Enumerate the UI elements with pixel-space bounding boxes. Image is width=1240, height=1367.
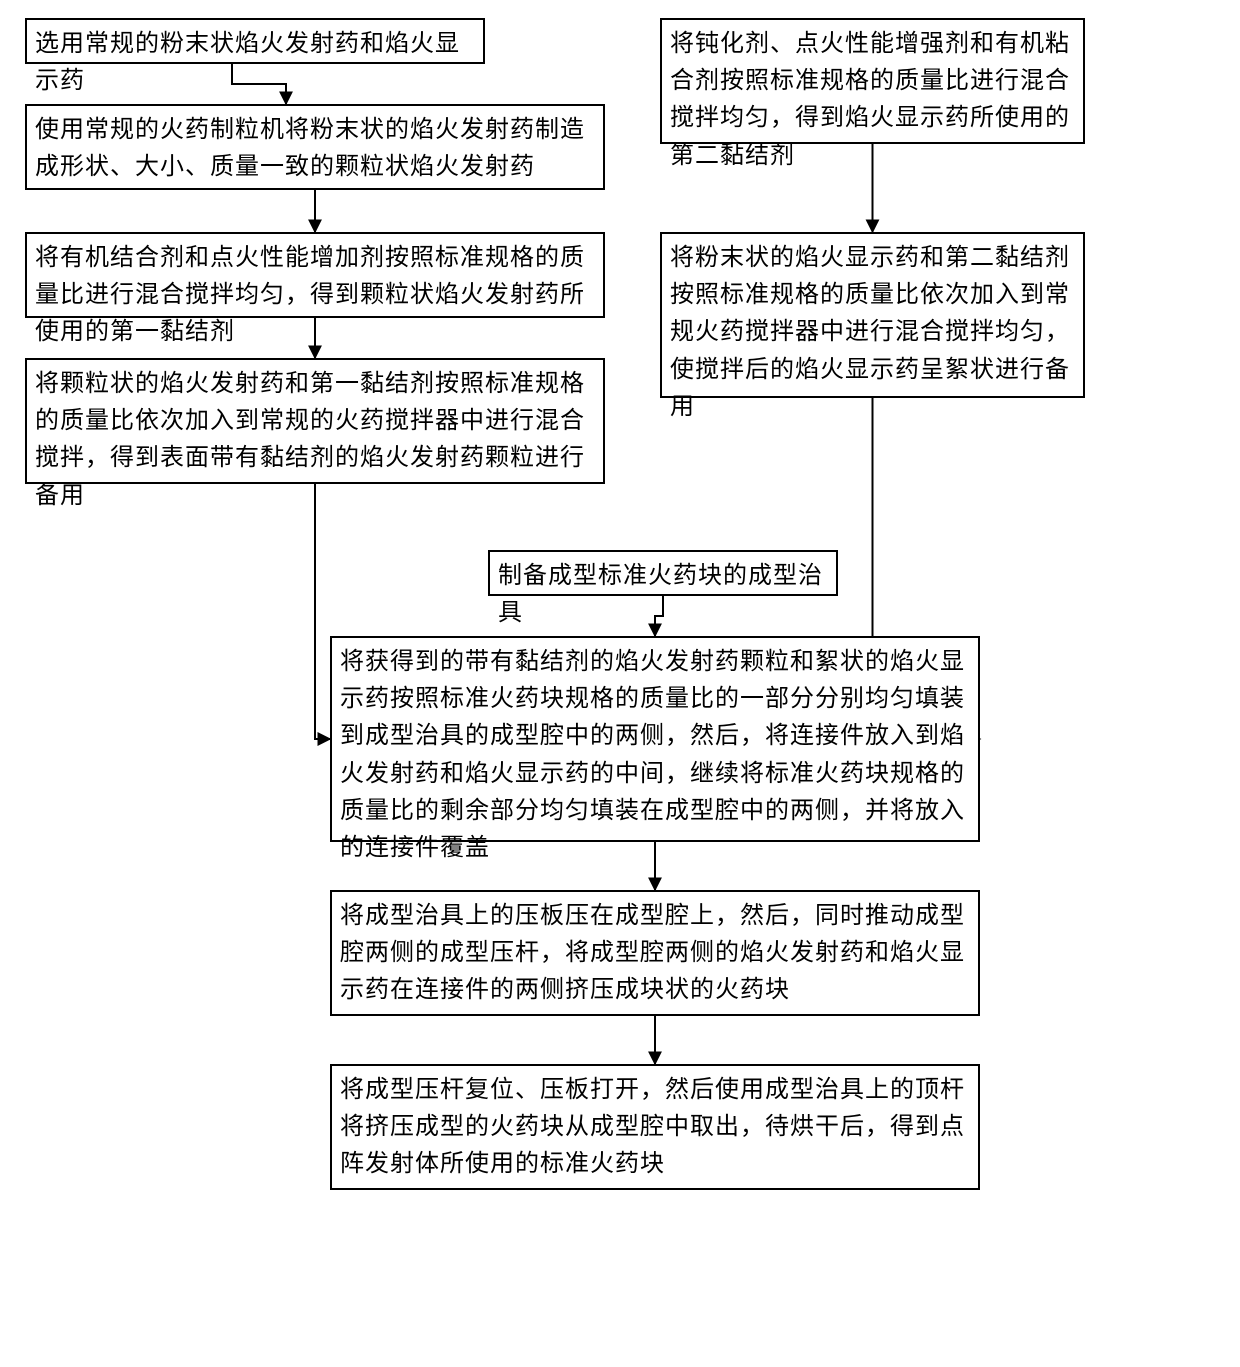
node-text: 将有机结合剂和点火性能增加剂按照标准规格的质量比进行混合搅拌均匀，得到颗粒状焰火… xyxy=(35,245,585,345)
node-text: 将成型治具上的压板压在成型腔上，然后，同时推动成型腔两侧的成型压杆，将成型腔两侧… xyxy=(340,903,965,1003)
node-text: 将钝化剂、点火性能增强剂和有机粘合剂按照标准规格的质量比进行混合搅拌均匀，得到焰… xyxy=(670,31,1070,169)
flowchart-node-M3: 将成型压杆复位、压板打开，然后使用成型治具上的顶杆将挤压成型的火药块从成型腔中取… xyxy=(330,1064,980,1190)
node-text: 将粉末状的焰火显示药和第二黏结剂按照标准规格的质量比依次加入到常规火药搅拌器中进… xyxy=(670,245,1070,420)
edge-L1-L2 xyxy=(232,64,286,104)
flowchart-node-R1: 将钝化剂、点火性能增强剂和有机粘合剂按照标准规格的质量比进行混合搅拌均匀，得到焰… xyxy=(660,18,1085,144)
flowchart-node-M2: 将成型治具上的压板压在成型腔上，然后，同时推动成型腔两侧的成型压杆，将成型腔两侧… xyxy=(330,890,980,1016)
node-text: 将颗粒状的焰火发射药和第一黏结剂按照标准规格的质量比依次加入到常规的火药搅拌器中… xyxy=(35,371,585,509)
node-text: 制备成型标准火药块的成型治具 xyxy=(498,563,823,626)
edge-M0-M1 xyxy=(655,596,663,636)
flowchart-node-M0: 制备成型标准火药块的成型治具 xyxy=(488,550,838,596)
node-text: 选用常规的粉末状焰火发射药和焰火显示药 xyxy=(35,31,460,94)
node-text: 将成型压杆复位、压板打开，然后使用成型治具上的顶杆将挤压成型的火药块从成型腔中取… xyxy=(340,1077,965,1177)
node-text: 使用常规的火药制粒机将粉末状的焰火发射药制造成形状、大小、质量一致的颗粒状焰火发… xyxy=(35,117,585,180)
edge-L4-M1 xyxy=(315,484,330,739)
flowchart-node-M1: 将获得到的带有黏结剂的焰火发射药颗粒和絮状的焰火显示药按照标准火药块规格的质量比… xyxy=(330,636,980,842)
flowchart-node-L1: 选用常规的粉末状焰火发射药和焰火显示药 xyxy=(25,18,485,64)
flowchart-canvas: 选用常规的粉末状焰火发射药和焰火显示药使用常规的火药制粒机将粉末状的焰火发射药制… xyxy=(0,0,1240,1367)
flowchart-node-L2: 使用常规的火药制粒机将粉末状的焰火发射药制造成形状、大小、质量一致的颗粒状焰火发… xyxy=(25,104,605,190)
node-text: 将获得到的带有黏结剂的焰火发射药颗粒和絮状的焰火显示药按照标准火药块规格的质量比… xyxy=(340,649,965,861)
flowchart-node-L4: 将颗粒状的焰火发射药和第一黏结剂按照标准规格的质量比依次加入到常规的火药搅拌器中… xyxy=(25,358,605,484)
flowchart-node-L3: 将有机结合剂和点火性能增加剂按照标准规格的质量比进行混合搅拌均匀，得到颗粒状焰火… xyxy=(25,232,605,318)
flowchart-node-R2: 将粉末状的焰火显示药和第二黏结剂按照标准规格的质量比依次加入到常规火药搅拌器中进… xyxy=(660,232,1085,398)
